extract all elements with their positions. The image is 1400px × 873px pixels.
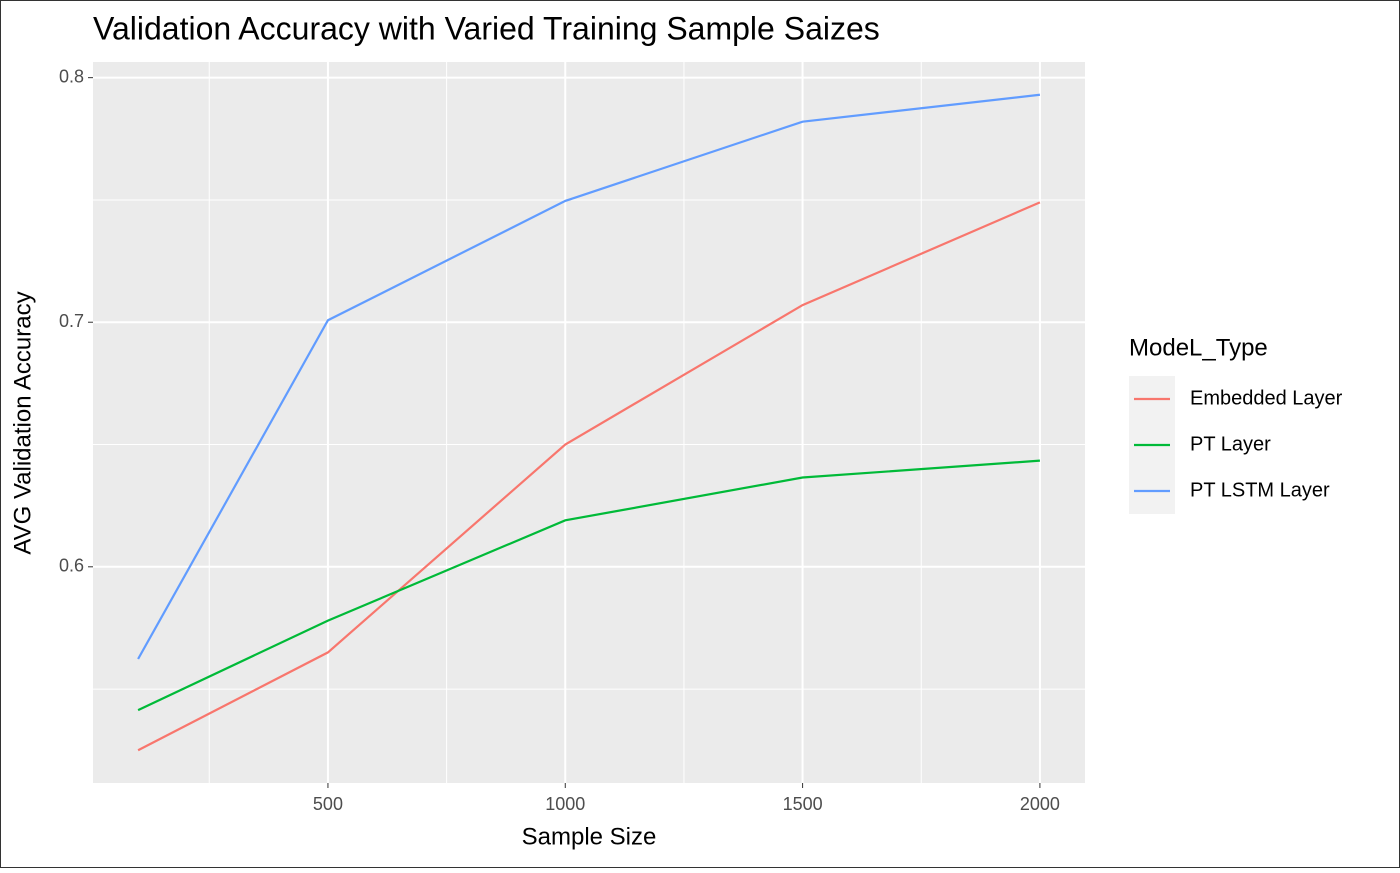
- lines: [137, 93, 1041, 752]
- legend-label: PT Layer: [1190, 433, 1271, 455]
- x-axis-title: Sample Size: [522, 823, 657, 850]
- y-tick-label: 0.6: [59, 556, 84, 576]
- series-line: [137, 201, 1041, 752]
- y-tick-label: 0.8: [59, 66, 84, 86]
- series-line: [137, 93, 1041, 660]
- legend-label: Embedded Layer: [1190, 387, 1343, 409]
- legend-label: PT LSTM Layer: [1190, 479, 1330, 501]
- y-axis-title: AVG Validation Accuracy: [9, 291, 36, 554]
- x-tick-label: 1500: [783, 794, 823, 814]
- plot-panel: [93, 62, 1085, 783]
- x-tick-label: 2000: [1020, 794, 1060, 814]
- legend-title: ModeL_Type: [1129, 334, 1268, 361]
- y-tick-label: 0.7: [59, 311, 84, 331]
- chart-title: Validation Accuracy with Varied Training…: [93, 10, 880, 46]
- x-tick-label: 500: [313, 794, 343, 814]
- x-tick-label: 1000: [545, 794, 585, 814]
- legend: Embedded Layer PT Layer PT LSTM Layer: [1129, 376, 1343, 514]
- grid: [93, 62, 1085, 783]
- series-line: [137, 459, 1040, 712]
